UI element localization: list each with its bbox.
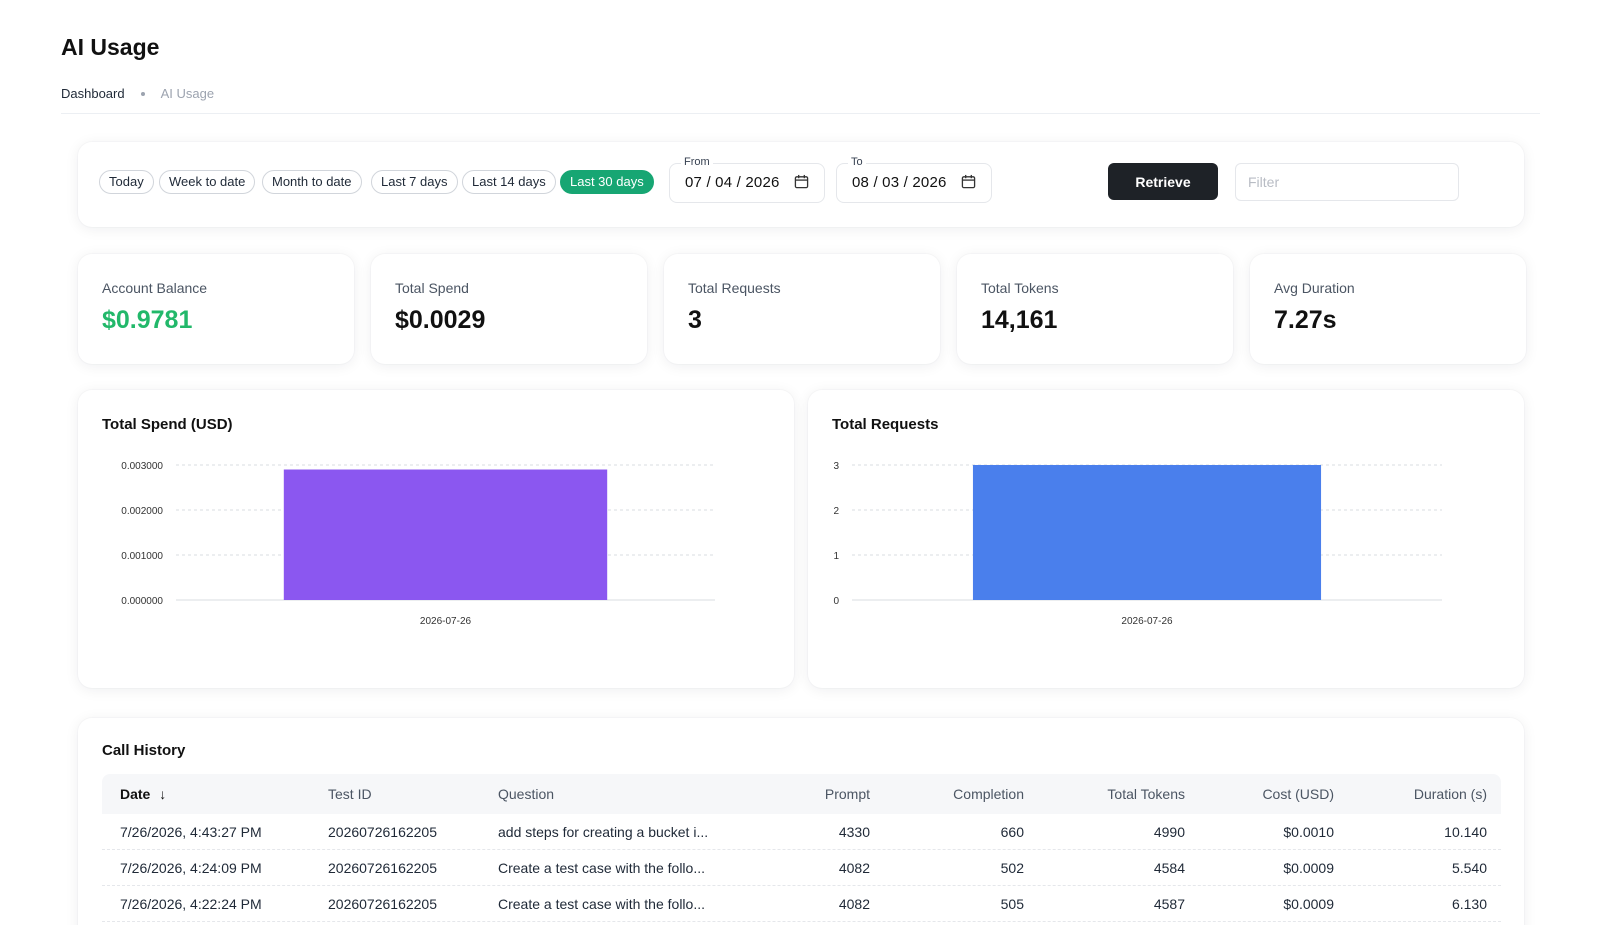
column-header-cost: Cost (USD) — [1262, 786, 1334, 802]
stat-card-total-tokens: Total Tokens 14,161 — [957, 254, 1233, 364]
stat-label: Total Spend — [395, 280, 469, 296]
header-divider — [61, 113, 1540, 114]
bar[interactable] — [283, 469, 608, 601]
sort-down-arrow-icon: ↓ — [159, 786, 167, 802]
breadcrumb: Dashboard AI Usage — [61, 86, 214, 101]
filter-bar: Today Week to date Month to date Last 7 … — [78, 142, 1524, 227]
stat-value: $0.0029 — [395, 306, 486, 334]
cell-duration: 6.130 — [1451, 896, 1487, 912]
y-tick-label: 3 — [833, 461, 839, 472]
cell-cost: $0.0009 — [1283, 896, 1334, 912]
stat-value: $0.9781 — [102, 306, 193, 334]
retrieve-button[interactable]: Retrieve — [1108, 163, 1218, 200]
calendar-icon[interactable] — [794, 174, 809, 189]
chart-title: Total Spend (USD) — [102, 416, 233, 433]
call-history-table: Date ↓ Test ID Question Prompt Completio… — [102, 774, 1501, 922]
y-tick-label: 0.000000 — [121, 596, 163, 607]
breadcrumb-separator — [140, 91, 145, 96]
call-history-card: Call History Date ↓ Test ID Question Pro… — [78, 718, 1524, 925]
column-header-total-tokens: Total Tokens — [1107, 786, 1185, 802]
table-row[interactable]: 7/26/2026, 4:43:27 PM 20260726162205 add… — [102, 814, 1501, 850]
range-last-30-days-button[interactable]: Last 30 days — [560, 170, 654, 194]
cell-duration: 5.540 — [1451, 860, 1487, 876]
bar[interactable] — [972, 465, 1322, 600]
calendar-icon[interactable] — [961, 174, 976, 189]
column-header-completion: Completion — [953, 786, 1024, 802]
cell-test-id: 20260726162205 — [328, 824, 438, 840]
cell-test-id: 20260726162205 — [328, 860, 438, 876]
column-header-prompt: Prompt — [824, 786, 870, 802]
stat-card-avg-duration: Avg Duration 7.27s — [1250, 254, 1526, 364]
y-tick-label: 0.003000 — [121, 461, 163, 472]
page-title: AI Usage — [61, 34, 160, 60]
chart-title: Total Requests — [832, 416, 939, 433]
stat-card-total-requests: Total Requests 3 — [664, 254, 940, 364]
stat-card-account-balance: Account Balance $0.9781 — [78, 254, 354, 364]
stat-label: Account Balance — [102, 280, 208, 296]
x-tick-label: 2026-07-26 — [420, 616, 472, 627]
to-date-field[interactable]: To 08 / 03 / 2026 — [836, 156, 992, 203]
range-week-to-date-button[interactable]: Week to date — [159, 170, 256, 194]
y-tick-label: 0.001000 — [121, 551, 163, 562]
table-row[interactable]: 7/26/2026, 4:22:24 PM 20260726162205 Cre… — [102, 886, 1501, 922]
y-tick-label: 0 — [833, 596, 839, 607]
stat-label: Avg Duration — [1274, 280, 1355, 296]
range-last-14-days-button[interactable]: Last 14 days — [462, 170, 556, 194]
table-header: Date ↓ Test ID Question Prompt Completio… — [102, 774, 1501, 814]
cell-completion: 502 — [1000, 860, 1024, 876]
cell-question: Create a test case with the follo... — [498, 860, 705, 876]
cell-cost: $0.0010 — [1283, 824, 1334, 840]
cell-total-tokens: 4990 — [1153, 824, 1185, 840]
filter-input[interactable] — [1235, 163, 1459, 201]
cell-completion: 505 — [1000, 896, 1024, 912]
cell-date: 7/26/2026, 4:43:27 PM — [120, 824, 262, 840]
stat-label: Total Requests — [688, 280, 781, 296]
y-tick-label: 2 — [833, 506, 839, 517]
range-today-button[interactable]: Today — [99, 170, 154, 194]
total-spend-chart: 0.000000 0.001000 0.002000 0.003000 2026-07-… — [121, 461, 715, 627]
y-tick-label: 1 — [833, 551, 839, 562]
cell-cost: $0.0009 — [1283, 860, 1334, 876]
cell-prompt: 4082 — [838, 860, 870, 876]
y-tick-label: 0.002000 — [121, 506, 163, 517]
call-history-title: Call History — [102, 742, 186, 759]
breadcrumb-dashboard-link[interactable]: Dashboard — [61, 86, 125, 101]
stat-value: 7.27s — [1274, 306, 1337, 334]
chart-card-total-spend: Total Spend (USD) 0.000000 0.001000 0.0020… — [78, 390, 794, 688]
cell-completion: 660 — [1000, 824, 1024, 840]
cell-prompt: 4330 — [838, 824, 870, 840]
cell-question: Create a test case with the follo... — [498, 896, 705, 912]
cell-total-tokens: 4584 — [1153, 860, 1185, 876]
column-header-test-id: Test ID — [328, 786, 372, 802]
cell-duration: 10.140 — [1444, 824, 1487, 840]
table-row[interactable]: 7/26/2026, 4:24:09 PM 20260726162205 Cre… — [102, 850, 1501, 886]
cell-date: 7/26/2026, 4:22:24 PM — [120, 896, 262, 912]
cell-date: 7/26/2026, 4:24:09 PM — [120, 860, 262, 876]
to-date-value: 08 / 03 / 2026 — [852, 174, 947, 191]
total-requests-chart: 0 1 2 3 2026-07-26 — [833, 461, 1442, 627]
to-date-label: To — [848, 156, 866, 168]
stat-value: 3 — [688, 306, 702, 334]
stat-value: 14,161 — [981, 306, 1058, 334]
chart-card-total-requests: Total Requests 0 1 2 3 2026-07-26 — [808, 390, 1524, 688]
from-date-field[interactable]: From 07 / 04 / 2026 — [669, 156, 825, 203]
cell-question: add steps for creating a bucket i... — [498, 824, 709, 840]
stat-label: Total Tokens — [981, 280, 1059, 296]
cell-total-tokens: 4587 — [1153, 896, 1185, 912]
from-date-value: 07 / 04 / 2026 — [685, 174, 780, 191]
cell-test-id: 20260726162205 — [328, 896, 438, 912]
column-header-label: Date — [120, 786, 151, 802]
column-header-duration: Duration (s) — [1413, 786, 1487, 802]
stat-card-total-spend: Total Spend $0.0029 — [371, 254, 647, 364]
x-tick-label: 2026-07-26 — [1121, 616, 1173, 627]
from-date-label: From — [681, 156, 713, 168]
range-last-7-days-button[interactable]: Last 7 days — [371, 170, 458, 194]
column-header-date[interactable]: Date ↓ — [120, 774, 166, 814]
cell-prompt: 4082 — [838, 896, 870, 912]
column-header-question: Question — [498, 786, 555, 802]
range-month-to-date-button[interactable]: Month to date — [262, 170, 362, 194]
breadcrumb-current: AI Usage — [160, 86, 215, 101]
